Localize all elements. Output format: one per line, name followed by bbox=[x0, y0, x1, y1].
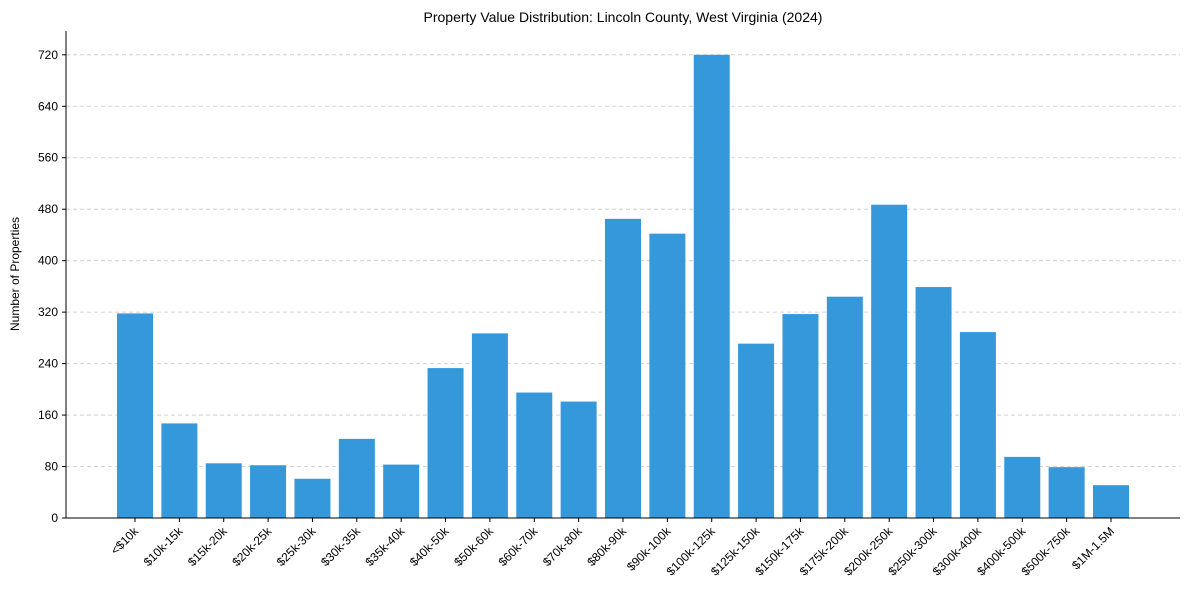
bars bbox=[117, 54, 1129, 519]
y-axis: 0 80 160 240 320 400 480 560 640 720 bbox=[38, 31, 67, 525]
x-tick-label: $80k-90k bbox=[584, 524, 630, 570]
bar bbox=[294, 478, 331, 518]
x-tick-label: $70k-80k bbox=[540, 524, 586, 570]
bar bbox=[1048, 467, 1085, 518]
bar bbox=[117, 313, 153, 518]
bar bbox=[205, 463, 242, 518]
x-tick-label: $20k-25k bbox=[229, 524, 275, 570]
x-tick-label: $10k-15k bbox=[141, 524, 187, 570]
bar bbox=[161, 423, 198, 518]
x-tick-label: $25k-30k bbox=[274, 524, 320, 570]
y-tick-label: 480 bbox=[38, 202, 58, 216]
y-tick-label: 160 bbox=[38, 408, 58, 422]
x-tick-label: <$10k bbox=[108, 524, 142, 558]
bar bbox=[427, 368, 464, 518]
bar bbox=[516, 392, 553, 518]
bar bbox=[250, 465, 287, 518]
x-axis: <$10k $10k-15k $15k-20k $20k-25k $25k-30k $30… bbox=[66, 517, 1180, 579]
bar bbox=[782, 314, 819, 518]
x-tick-label: $50k-60k bbox=[451, 524, 497, 570]
x-tick-label: $15k-20k bbox=[185, 524, 231, 570]
bar bbox=[1004, 456, 1041, 518]
bar bbox=[605, 218, 641, 518]
bar bbox=[693, 54, 730, 519]
y-tick-label: 720 bbox=[38, 48, 58, 62]
x-tick-label: $500k-750k bbox=[1019, 524, 1074, 579]
x-tick-label: $35k-40k bbox=[362, 524, 408, 570]
bar bbox=[915, 287, 952, 518]
bar bbox=[826, 296, 863, 518]
bar bbox=[471, 333, 508, 518]
x-tick-label: $30k-35k bbox=[318, 524, 364, 570]
bar bbox=[649, 233, 686, 518]
y-tick-label: 80 bbox=[45, 460, 59, 474]
y-tick-label: 0 bbox=[51, 511, 58, 525]
bar bbox=[560, 401, 597, 518]
bar bbox=[338, 438, 375, 518]
bar bbox=[959, 332, 996, 518]
chart-title: Property Value Distribution: Lincoln Cou… bbox=[424, 9, 823, 25]
y-tick-label: 560 bbox=[38, 151, 58, 165]
y-tick-label: 400 bbox=[38, 254, 58, 268]
bar bbox=[871, 204, 908, 519]
x-tick-label: $40k-50k bbox=[407, 524, 453, 570]
y-tick-label: 320 bbox=[38, 305, 58, 319]
x-tick-label: $1M-1.5M bbox=[1069, 524, 1117, 572]
bar bbox=[1093, 485, 1129, 518]
bar bbox=[383, 464, 420, 518]
y-tick-label: 640 bbox=[38, 99, 58, 113]
y-tick-label: 240 bbox=[38, 357, 58, 371]
x-tick-label: $60k-70k bbox=[496, 524, 542, 570]
y-axis-label: Number of Properties bbox=[8, 217, 22, 331]
bar bbox=[738, 343, 775, 518]
